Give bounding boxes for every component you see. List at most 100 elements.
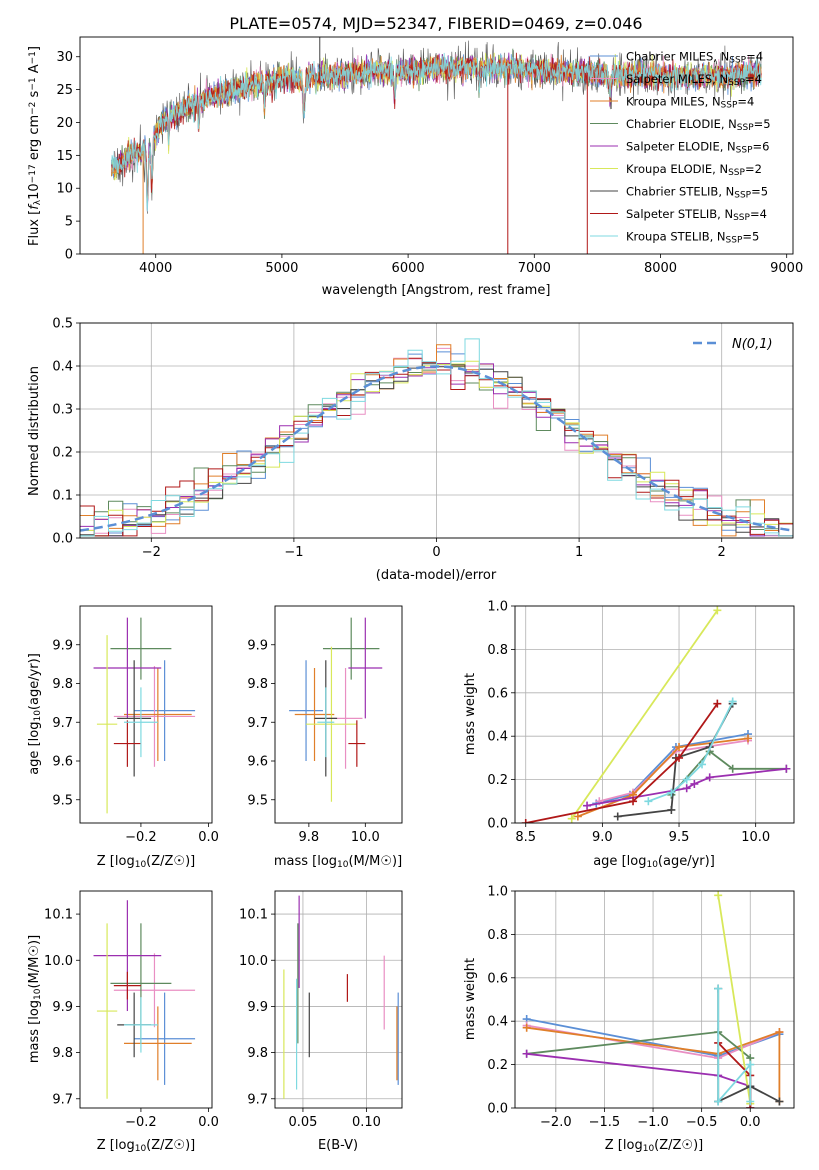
tick-label-x: 6000 <box>392 261 425 276</box>
label-part: (data-model)/error <box>376 568 497 583</box>
histogram-step <box>80 344 793 537</box>
label-part: 10 <box>337 860 349 870</box>
tick-label-x: 2 <box>718 545 726 560</box>
label-part: Chabrier STELIB, N <box>626 185 734 199</box>
weight-point-marker <box>667 805 676 814</box>
tick-label-y: 0.2 <box>52 446 73 461</box>
label-part: erg cm <box>27 115 42 164</box>
label-part: (M/M☉)] <box>348 854 402 869</box>
tick-label-x: −2 <box>142 545 161 560</box>
age-vs-mass-panel: 9.8 10.0 9.5 9.6 9.7 9.8 9.9 mass [log10(M/M☉)] <box>247 605 403 870</box>
tick-label-y: 9.9 <box>52 1000 73 1015</box>
weight-point-marker <box>682 784 691 793</box>
label-part: Salpeter STELIB, N <box>626 207 733 221</box>
plot-area <box>289 617 383 802</box>
tick-label-x: 0.0 <box>198 1115 219 1130</box>
label-part: SSP <box>728 78 745 88</box>
tick-label-y: 0.2 <box>487 1058 508 1073</box>
figure-title: PLATE=0574, MJD=52347, FIBERID=0469, z=0… <box>229 14 642 33</box>
label-part: Salpeter MILES, N <box>626 72 728 86</box>
tick-label-y: 15 <box>56 149 73 164</box>
weight-point-marker <box>714 1097 723 1106</box>
label-part: −2 <box>28 102 38 115</box>
legend-label: Chabrier ELODIE, NSSP=5 <box>626 117 771 133</box>
tick-label-y: 9.7 <box>247 1092 268 1107</box>
label-part: Kroupa MILES, N <box>626 95 721 109</box>
x-axis-label: E(B-V) <box>318 1138 358 1153</box>
histogram-step <box>80 338 793 537</box>
tick-label-x: −0.5 <box>686 1115 718 1130</box>
label-part: mass weight <box>463 673 478 755</box>
tick-label-x: 9.0 <box>592 830 613 845</box>
tick-label-x: −0.2 <box>125 830 157 845</box>
weight-point-marker <box>522 1023 531 1032</box>
tick-label-x: 8.5 <box>515 830 536 845</box>
axes-frame <box>79 890 213 1109</box>
y-axis-label: age [log10(age/yr)] <box>27 653 43 775</box>
label-part: 10 <box>33 710 43 722</box>
y-axis-label: Flux [fλ10−17 erg cm−2 s−1 A−1] <box>27 46 43 246</box>
tick-label-x: −1.5 <box>589 1115 621 1130</box>
axes-frame <box>79 36 794 255</box>
x-axis-label: wavelength [Angstrom, rest frame] <box>322 283 551 298</box>
y-axis-label: mass [log10(M/M☉)] <box>27 935 43 1063</box>
tick-label-y: 0.0 <box>487 817 508 832</box>
label-part: SSP <box>728 168 745 178</box>
tick-label-x: 8000 <box>644 261 677 276</box>
tick-label-y: 9.7 <box>52 1092 73 1107</box>
weight-point-marker <box>573 812 582 821</box>
legend-label: Chabrier STELIB, NSSP=5 <box>626 185 768 201</box>
legend-label: Salpeter MILES, NSSP=4 <box>626 72 762 88</box>
legend-label: Salpeter ELODIE, NSSP=6 <box>626 140 769 156</box>
axes-frame <box>79 605 213 824</box>
tick-label-y: 0.8 <box>487 643 508 658</box>
weight-point-marker <box>567 814 576 823</box>
legend-label: N(0,1) <box>732 337 773 352</box>
label-part: 10 <box>135 860 147 870</box>
label-part: SSP <box>736 146 753 156</box>
weight-point-marker <box>782 764 791 773</box>
tick-label-y: 1.0 <box>487 600 508 615</box>
tick-label-y: 9.7 <box>247 716 268 731</box>
label-part: log <box>317 854 337 869</box>
x-axis-label: Z [log10(Z/Z☉)] <box>97 854 195 870</box>
weight-series-line <box>595 733 749 805</box>
label-part: =4 <box>746 50 763 64</box>
plot-area <box>93 900 196 1099</box>
x-axis-label: age [log10(age/yr)] <box>593 854 715 870</box>
tick-label-y: 10.1 <box>239 908 268 923</box>
label-part: log <box>623 1138 643 1153</box>
label-part: =5 <box>751 185 768 199</box>
tick-label-y: 0.0 <box>52 532 73 547</box>
tick-label-y: 1.0 <box>487 885 508 900</box>
weight-point-marker <box>698 760 707 769</box>
tick-label-y: 0.5 <box>52 317 73 332</box>
tick-label-x: −1 <box>284 545 303 560</box>
label-part: 10 <box>646 860 658 870</box>
weight-series-line <box>570 609 719 820</box>
label-part: log <box>27 722 42 742</box>
y-axis-label: Normed distribution <box>27 366 42 496</box>
spectrum-panel: 4000 5000 6000 7000 8000 9000 0 5 10 15 20 25 30 Chab… <box>27 36 803 298</box>
label-part: log <box>27 1000 42 1020</box>
tick-label-y: 9.8 <box>247 677 268 692</box>
label-part: (Z/Z☉)] <box>146 854 195 869</box>
weight-point-marker <box>744 734 753 743</box>
label-part: log <box>115 1138 135 1153</box>
weight-point-marker <box>675 753 684 762</box>
tick-label-x: −0.2 <box>125 1115 157 1130</box>
tick-label-x: 10.0 <box>741 830 770 845</box>
tick-label-y: 10.0 <box>44 954 73 969</box>
weight-point-marker <box>522 1049 531 1058</box>
plot-area <box>522 891 784 1108</box>
x-axis-label: mass [log10(M/M☉)] <box>274 854 402 870</box>
label-part: E(B-V) <box>318 1138 358 1153</box>
label-part: 10 <box>27 183 42 200</box>
axes-frame <box>514 890 795 1109</box>
legend-label: Kroupa ELODIE, NSSP=2 <box>626 162 762 178</box>
tick-label-x: 4000 <box>139 261 172 276</box>
tick-label-x: 0.05 <box>288 1115 317 1130</box>
spectrum-line <box>111 52 762 212</box>
axes-frame <box>514 605 795 824</box>
